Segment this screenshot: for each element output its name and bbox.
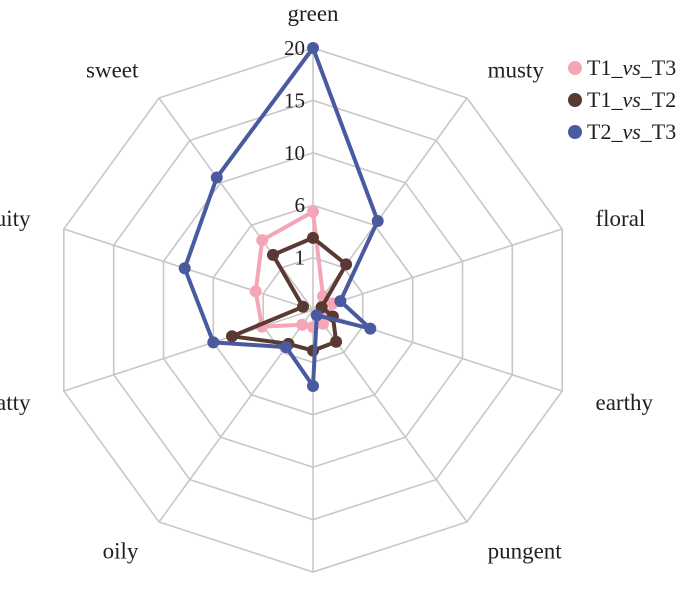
legend-label-part: _T3 <box>640 119 676 144</box>
tick-label-15: 15 <box>284 88 305 112</box>
series-T2_vs_T3 <box>178 42 384 392</box>
legend-label-part-italic: vs <box>622 87 640 112</box>
tick-label-1: 1 <box>295 246 306 270</box>
point-T2_vs_T3-musty <box>371 215 384 227</box>
series-layer <box>178 42 384 392</box>
spoke-sweet <box>158 97 314 311</box>
spoke-floral <box>312 228 563 311</box>
point-T2_vs_T3-fatty <box>207 336 220 349</box>
legend-label-part: T2_ <box>587 119 623 144</box>
legend-label-part: _T3 <box>640 55 676 80</box>
point-T1_vs_T3-oily <box>296 318 309 331</box>
legend-label-part-italic: vs <box>622 119 640 144</box>
point-T2_vs_T3-sweet <box>210 171 223 184</box>
point-T2_vs_T3-earthy <box>364 322 377 335</box>
point-T1_vs_T2-fatty <box>226 330 238 343</box>
axis-label-earthy: earthy <box>596 390 654 415</box>
axis-label-musty: musty <box>488 58 545 83</box>
point-T1_vs_T3-green <box>307 205 319 218</box>
axis-label-fatty: fatty <box>0 390 31 415</box>
series-T1_vs_T2 <box>226 231 353 357</box>
axis-labels: green musty floral earthy pungent waxy oily fat… <box>0 1 653 600</box>
axis-label-waxy: waxy <box>288 595 338 600</box>
axis-label-pungent: pungent <box>488 538 563 563</box>
axis-label-floral: floral <box>596 206 646 231</box>
point-T2_vs_T3-pungent <box>310 309 323 322</box>
point-T1_vs_T2-pungent <box>330 335 343 348</box>
series-line-T1_vs_T2 <box>230 235 349 353</box>
legend-item-T2_vs_T3: T2_vs_T3 <box>568 119 676 144</box>
legend-label-part: T1_ <box>587 87 623 112</box>
point-T1_vs_T2-musty <box>340 258 353 271</box>
legend-marker-T2_vs_T3 <box>568 125 582 139</box>
tick-label-20: 20 <box>284 36 305 60</box>
tick-label-10: 10 <box>284 141 305 165</box>
point-T1_vs_T2-sweet <box>267 248 279 261</box>
legend-marker-T1_vs_T3 <box>568 61 582 75</box>
point-T2_vs_T3-green <box>307 42 319 54</box>
tick-label-6: 6 <box>295 193 306 217</box>
legend-marker-T1_vs_T2 <box>568 93 582 107</box>
legend-label-part: _T2 <box>640 87 676 112</box>
point-T1_vs_T3-pungent <box>317 317 329 330</box>
point-T2_vs_T3-waxy <box>307 380 319 392</box>
legend-item-T1_vs_T3: T1_vs_T3 <box>568 55 676 80</box>
axis-label-oily: oily <box>103 538 139 563</box>
legend-label-part: T1_ <box>587 55 623 80</box>
radar-grid <box>62 47 564 573</box>
point-T2_vs_T3-oily <box>280 341 293 354</box>
legend-label-T1_vs_T3: T1_vs_T3 <box>587 55 676 80</box>
legend-label-part-italic: vs <box>622 55 640 80</box>
point-T2_vs_T3-fruity <box>178 262 191 275</box>
radial-tick-labels: 1 6 10 15 20 <box>284 36 305 270</box>
point-T1_vs_T3-fruity <box>249 285 262 298</box>
axis-label-sweet: sweet <box>86 58 139 83</box>
axis-label-fruity: fruity <box>0 206 31 231</box>
point-T1_vs_T2-fruity <box>297 300 309 313</box>
point-T1_vs_T3-sweet <box>256 234 269 247</box>
legend-label-T2_vs_T3: T2_vs_T3 <box>587 119 676 144</box>
legend-item-T1_vs_T2: T1_vs_T2 <box>568 87 676 112</box>
point-T1_vs_T2-green <box>307 231 319 244</box>
legend-label-T1_vs_T2: T1_vs_T2 <box>587 87 676 112</box>
axis-label-green: green <box>287 1 339 26</box>
spoke-fatty <box>63 309 314 392</box>
point-T2_vs_T3-floral <box>334 295 347 308</box>
